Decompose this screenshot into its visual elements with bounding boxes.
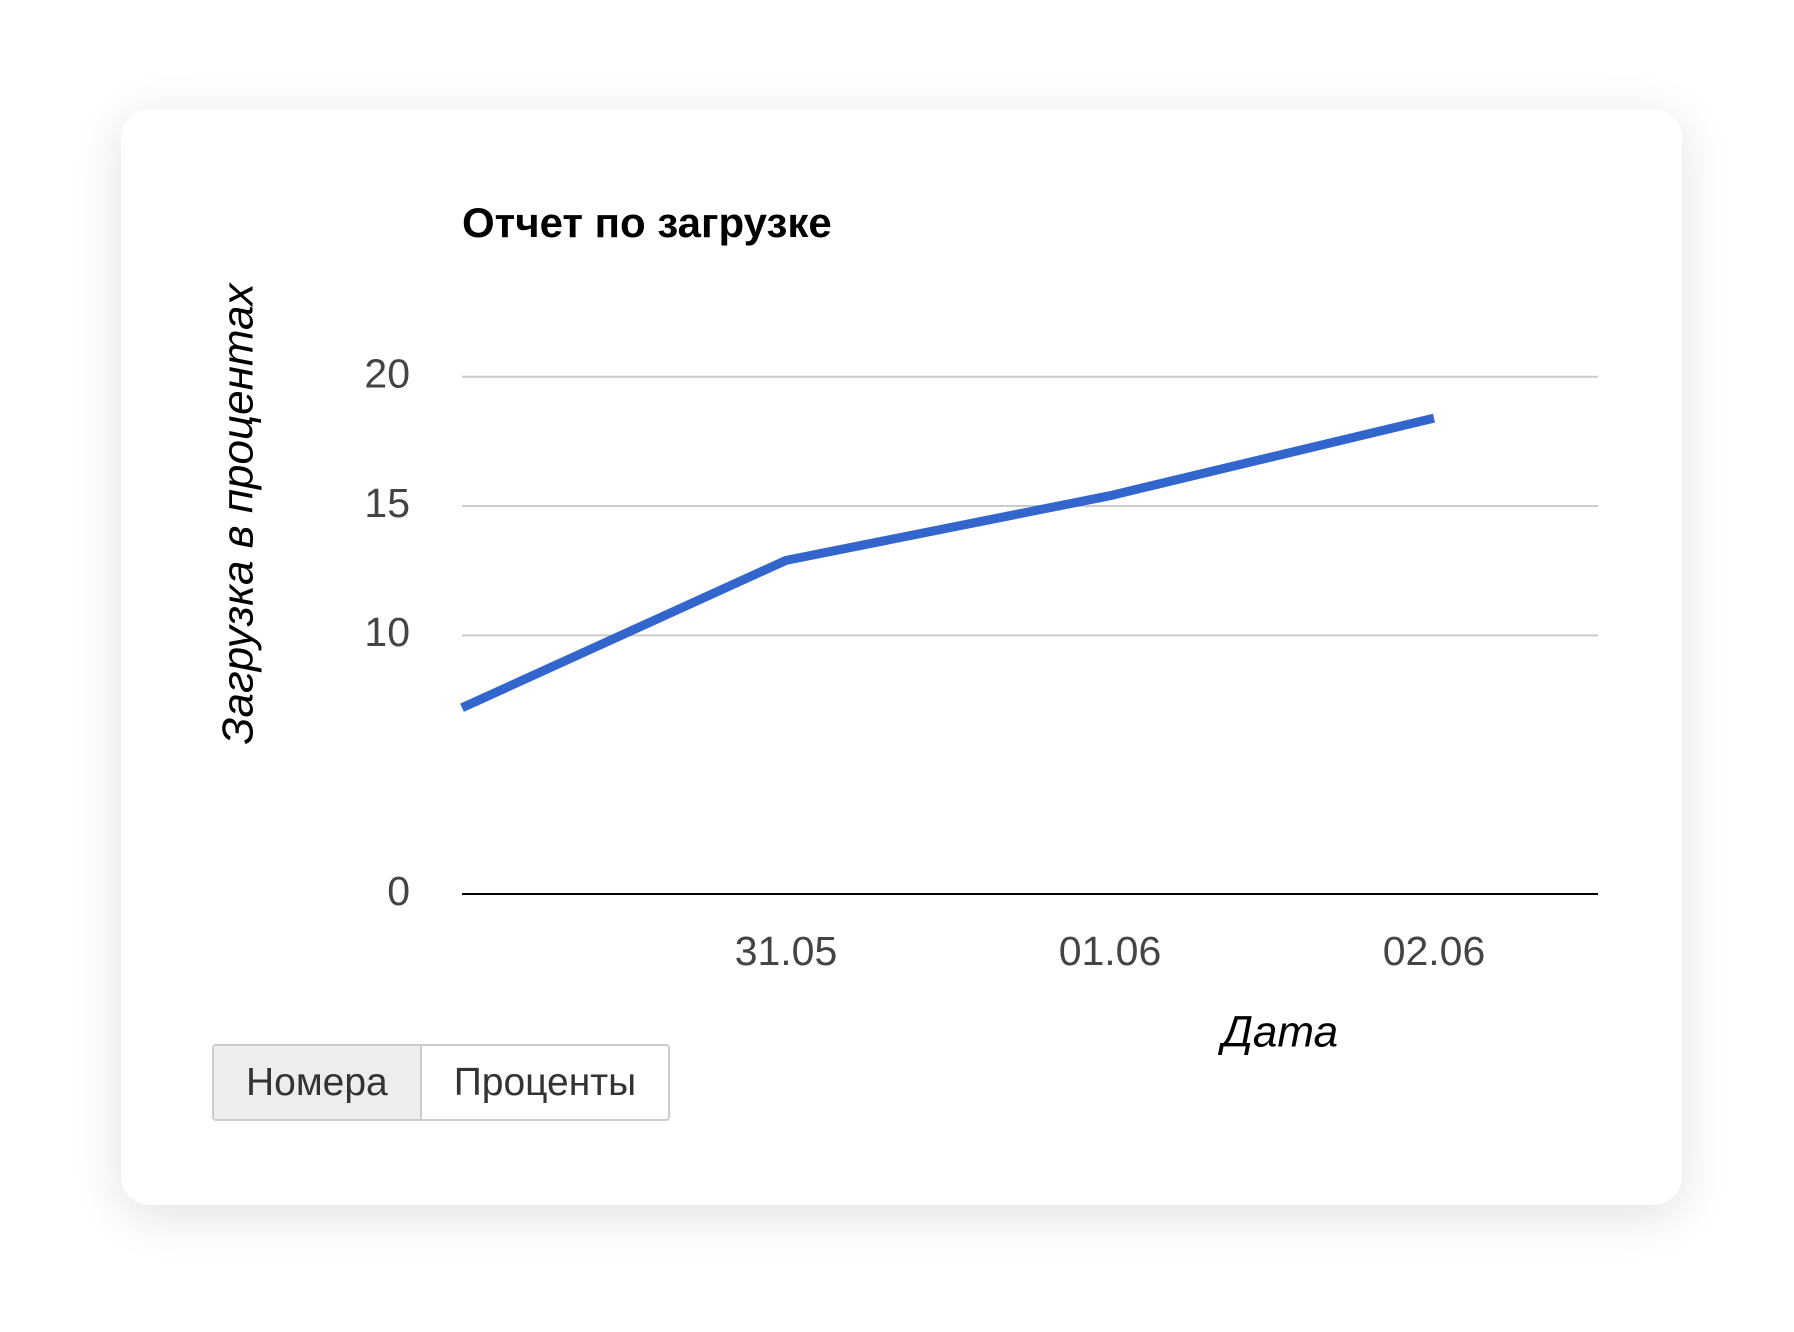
y-tick-label: 20 <box>364 351 410 397</box>
y-tick-label: 10 <box>364 609 410 655</box>
toggle-group: Номера Проценты <box>212 1044 671 1121</box>
x-tick-label: 31.05 <box>735 928 838 974</box>
x-tick-label: 02.06 <box>1383 928 1486 974</box>
x-tick-label: 01.06 <box>1059 928 1162 974</box>
y-axis-title: Загрузка в процентах <box>214 282 263 745</box>
toggle-button[interactable]: Номера <box>214 1046 422 1119</box>
toggle-button[interactable]: Проценты <box>421 1046 669 1119</box>
y-tick-label: 0 <box>387 868 410 914</box>
y-tick-label: 15 <box>364 480 410 526</box>
x-axis-title: Дата <box>1217 1008 1338 1057</box>
line <box>460 413 1436 712</box>
chart-title: Отчет по загрузке <box>462 199 832 246</box>
card <box>121 109 1682 1205</box>
